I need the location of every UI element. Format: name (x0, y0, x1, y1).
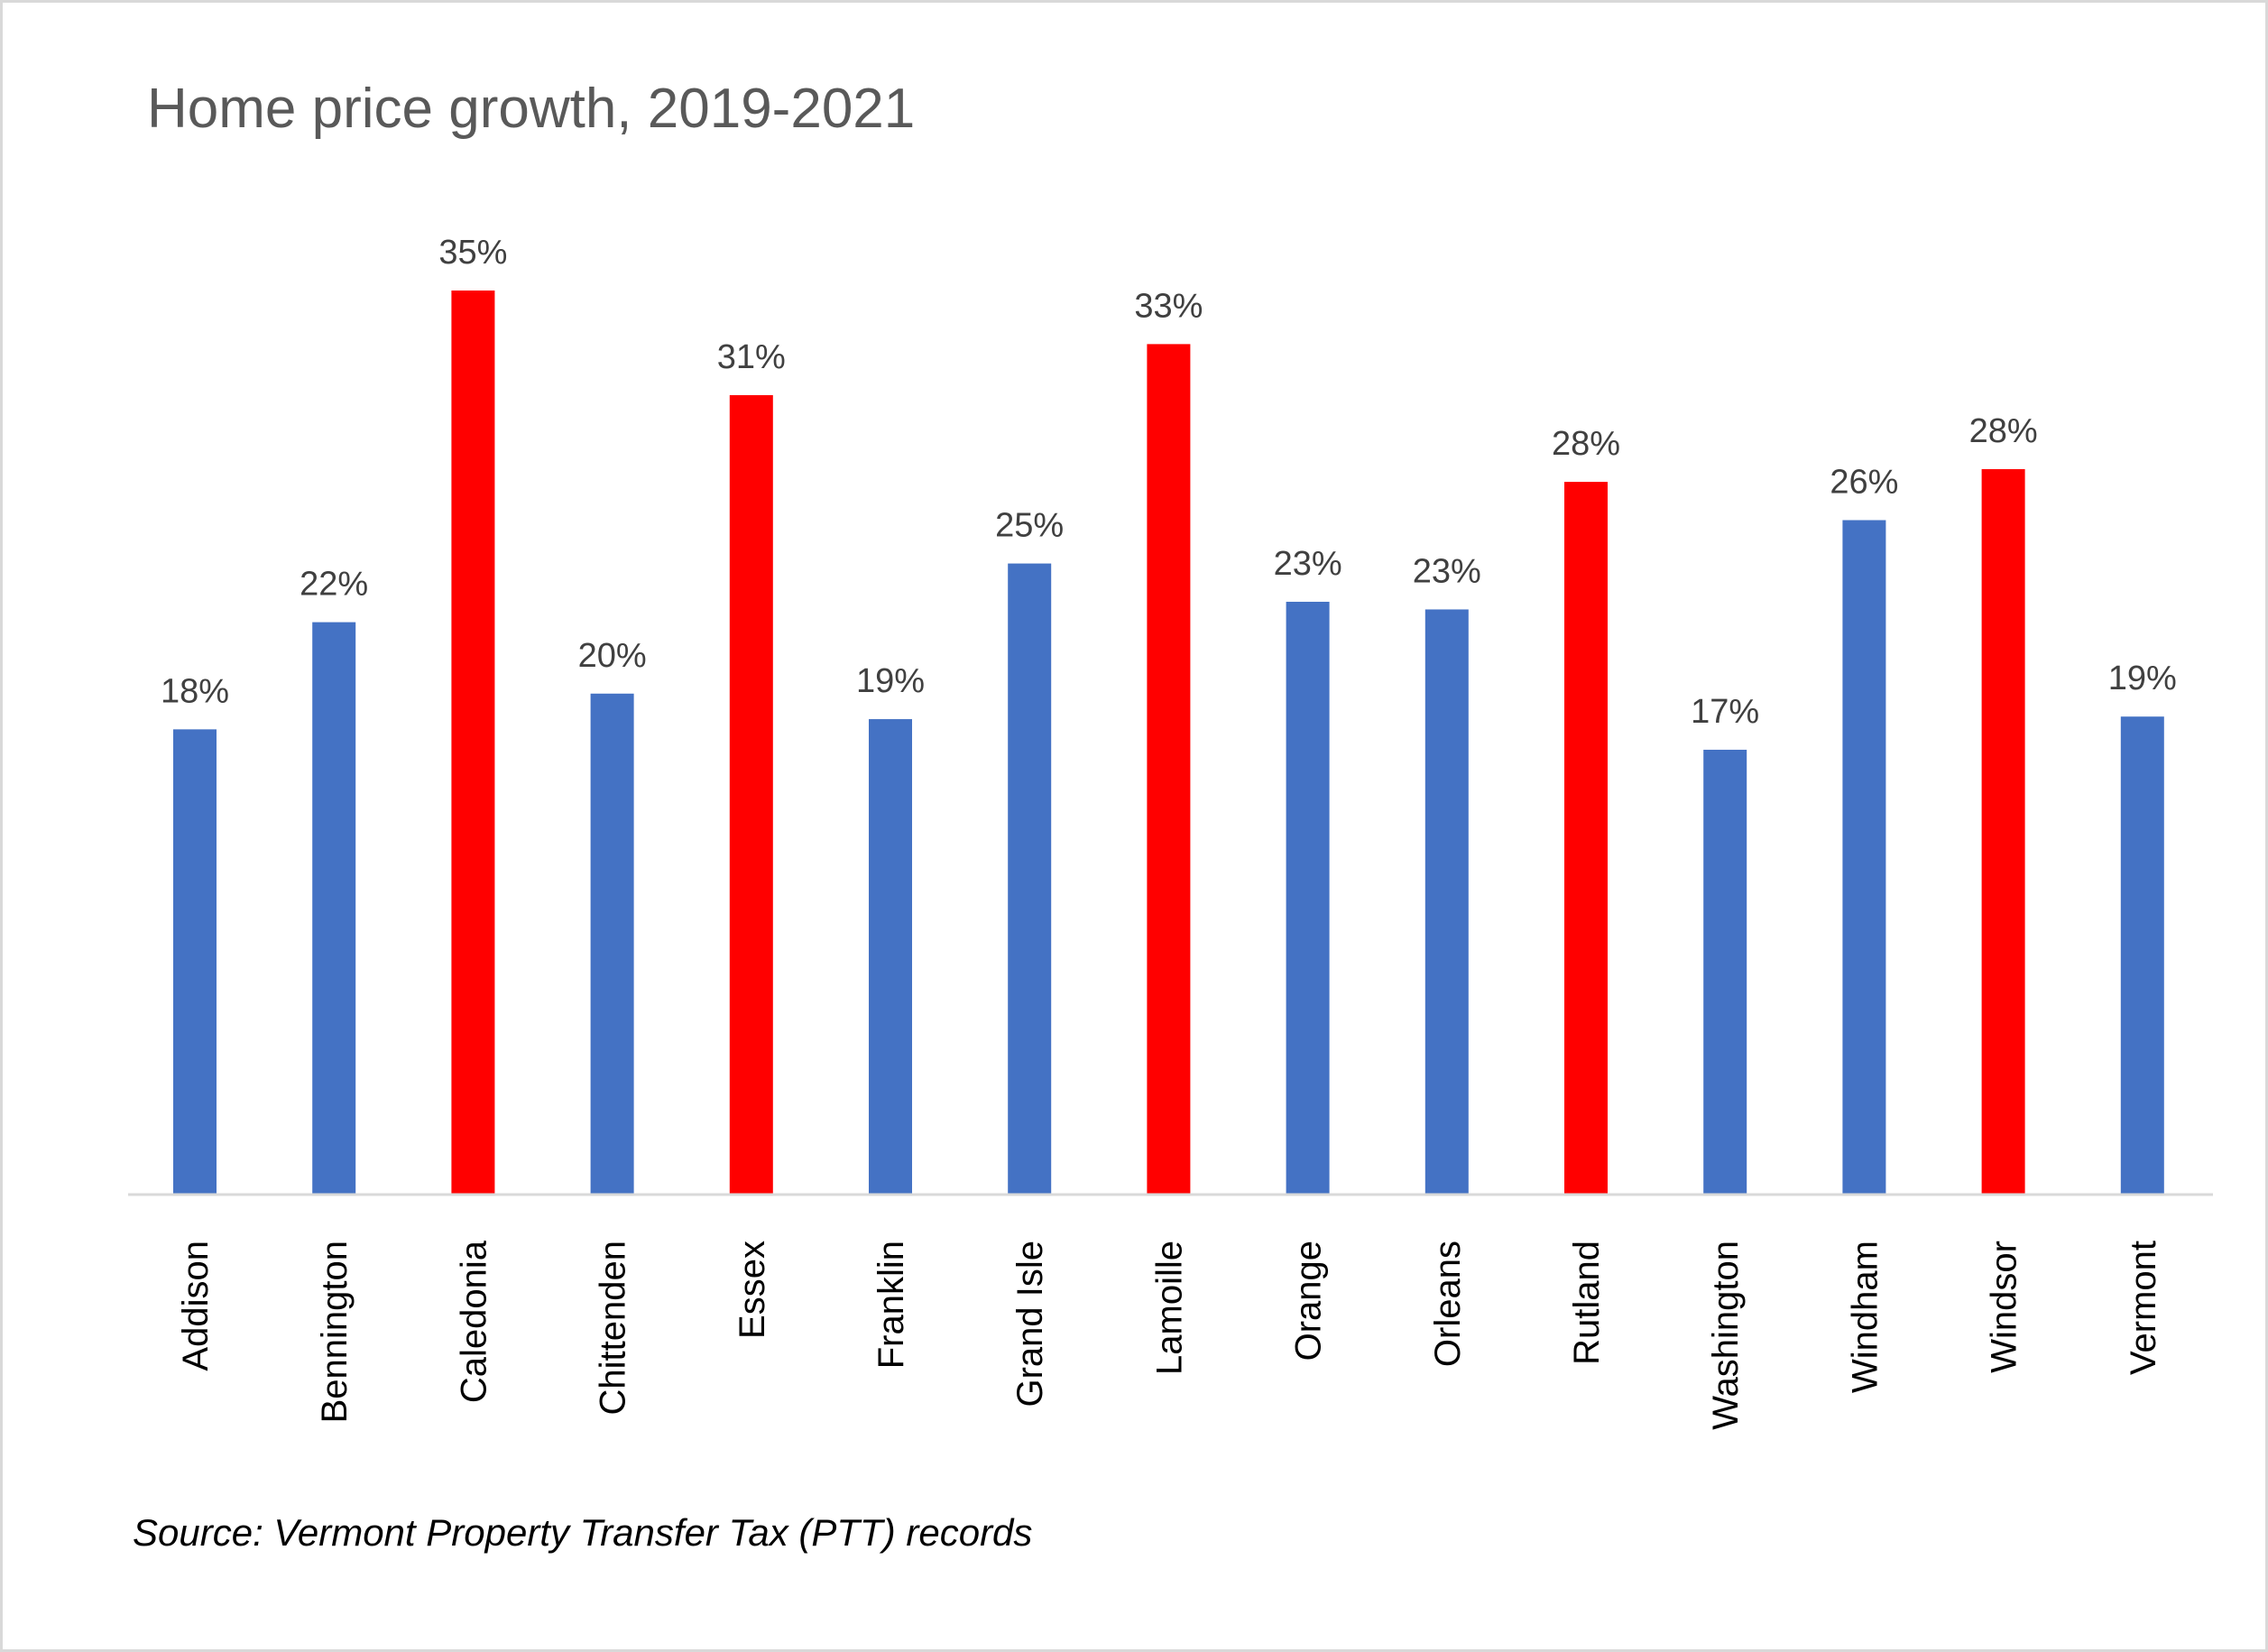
data-label: 19% (2108, 660, 2177, 697)
data-label: 35% (438, 234, 507, 272)
bar (1842, 520, 1886, 1194)
bar (2120, 716, 2164, 1194)
bar (1424, 609, 1469, 1194)
bar (869, 719, 912, 1194)
category-label: Orleans (1428, 1241, 1468, 1367)
category-label: Chittenden (594, 1241, 633, 1415)
bar (451, 291, 495, 1194)
bar (1564, 482, 1608, 1194)
data-label: 31% (717, 338, 786, 376)
bar-chart: 18% Addison 22% Bennington 35% Caledonia 20% Ch… (128, 234, 2213, 1430)
data-label: 18% (161, 672, 229, 710)
category-label: Lamoille (1149, 1241, 1189, 1375)
category-label: Grand Isle (1010, 1241, 1050, 1407)
bar (1703, 749, 1747, 1194)
bar (312, 622, 356, 1194)
data-label: 25% (995, 507, 1064, 545)
data-label: 26% (1830, 463, 1898, 501)
category-label: Rutland (1567, 1241, 1607, 1365)
data-label: 20% (578, 637, 647, 675)
data-label: 33% (1134, 287, 1203, 325)
data-label: 22% (300, 566, 368, 604)
data-label: 23% (1413, 552, 1481, 590)
bar (1147, 344, 1191, 1194)
data-label: 23% (1274, 545, 1342, 583)
category-label: Windsor (1985, 1241, 2024, 1373)
bar (173, 729, 217, 1194)
bar (590, 693, 634, 1194)
category-label: Caledonia (454, 1240, 493, 1403)
data-label: 28% (1969, 412, 2038, 450)
bar (729, 394, 773, 1194)
category-label: Vermont (2124, 1241, 2163, 1375)
category-label: Orange (1289, 1241, 1329, 1361)
source-note: Source: Vermont Property Transfer Tax (P… (133, 1511, 1033, 1554)
category-label: Washington (1706, 1241, 1746, 1430)
category-label: Essex (733, 1241, 772, 1339)
bar (1286, 601, 1330, 1194)
category-label: Addison (176, 1241, 216, 1371)
bar (1008, 563, 1052, 1194)
chart-title: Home price growth, 2019-2021 (147, 78, 916, 140)
category-label: Windham (1845, 1241, 1885, 1393)
data-label: 28% (1552, 425, 1620, 463)
category-label: Franklin (871, 1241, 911, 1369)
category-label: Bennington (315, 1241, 355, 1423)
bar (1981, 468, 2025, 1194)
data-label: 17% (1691, 693, 1759, 731)
data-label: 19% (856, 662, 925, 700)
